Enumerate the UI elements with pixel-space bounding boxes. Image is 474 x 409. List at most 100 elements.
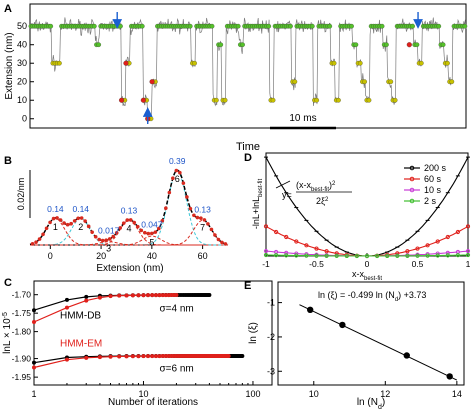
profile-marker bbox=[395, 253, 400, 259]
panel-c-ytick-label: -1.95 bbox=[12, 372, 32, 382]
legend-label: 200 s bbox=[424, 163, 447, 173]
panel-d-ylabel-text: -lnL+lnL bbox=[251, 197, 261, 229]
panel-e: E 10 12 14-1-2-3 ln (ξ) ln (Nd) ln (ξ) = -… bbox=[244, 280, 465, 409]
panel-a-ytick-label: 0 bbox=[22, 114, 27, 124]
state-point bbox=[462, 23, 468, 29]
profile-marker bbox=[445, 234, 450, 240]
histogram-point bbox=[135, 224, 140, 229]
panel-a-ylabel: Extension (nm) bbox=[4, 32, 15, 99]
state-point bbox=[218, 42, 224, 48]
histogram-point bbox=[118, 226, 123, 230]
histogram-point bbox=[178, 170, 182, 175]
red-state-point bbox=[406, 42, 412, 48]
histogram-point bbox=[104, 238, 108, 243]
panel-c-xtick-label: 1 bbox=[31, 389, 36, 399]
histogram-point bbox=[213, 233, 217, 237]
histogram-point bbox=[216, 237, 221, 242]
profile-marker bbox=[284, 250, 289, 255]
profile-marker bbox=[324, 253, 329, 258]
lnL-series-point bbox=[174, 293, 179, 298]
histogram-point bbox=[93, 234, 98, 239]
profile-marker bbox=[445, 253, 450, 258]
state-point bbox=[57, 60, 62, 66]
legend-marker bbox=[409, 198, 415, 204]
panel-d-ylabel: -lnL+lnLbest-fit bbox=[251, 179, 264, 230]
histogram-point bbox=[160, 218, 165, 223]
state-point bbox=[436, 23, 442, 29]
histogram-point bbox=[107, 237, 112, 241]
histogram-point bbox=[146, 231, 151, 236]
state-point bbox=[240, 42, 245, 48]
state-point bbox=[214, 97, 219, 103]
lnL-series-point bbox=[226, 353, 231, 358]
peak-number-label: 3 bbox=[106, 243, 111, 253]
profile-marker bbox=[304, 243, 309, 248]
panel-c-ytick-label: -1.80 bbox=[12, 327, 32, 337]
profile-marker bbox=[405, 249, 410, 254]
panel-a-ytick-label: 40 bbox=[17, 40, 27, 50]
lnL-series-point bbox=[117, 293, 122, 298]
red-state-point bbox=[119, 97, 125, 103]
panel-label-a: A bbox=[4, 3, 12, 15]
lnL-series-point bbox=[108, 354, 113, 359]
profile-marker bbox=[465, 248, 471, 254]
panel-label-c: C bbox=[4, 277, 12, 289]
eq-den-sup: 2 bbox=[325, 197, 329, 203]
histogram-point bbox=[51, 216, 56, 221]
lnL-series-point bbox=[136, 293, 141, 298]
state-point bbox=[187, 23, 193, 29]
lnL-series-point bbox=[124, 354, 129, 359]
fit-annotation-sub: d bbox=[395, 297, 398, 303]
panel-e-xlabel-sub: d bbox=[378, 404, 382, 409]
panel-c-ylabel-exp: -5 bbox=[2, 312, 9, 318]
histogram-point bbox=[69, 221, 73, 226]
eq-num-sub: best-fit bbox=[311, 187, 329, 193]
histogram-point bbox=[195, 215, 200, 220]
panel-e-ytick-label: -3 bbox=[267, 366, 275, 376]
histogram-point bbox=[157, 226, 161, 231]
lnL-series-point bbox=[32, 308, 36, 313]
profile-marker bbox=[445, 250, 450, 255]
legend-label: 60 s bbox=[424, 174, 442, 184]
histogram-point bbox=[188, 206, 193, 211]
data-point bbox=[339, 321, 346, 329]
panel-c-ytick-label: -1.70 bbox=[12, 290, 32, 300]
panel-e-ytick-label: -2 bbox=[267, 332, 275, 342]
histogram-point bbox=[185, 195, 189, 199]
histogram-point bbox=[121, 221, 126, 225]
state-point bbox=[235, 23, 241, 29]
profile-marker bbox=[415, 246, 420, 251]
profile-marker bbox=[294, 239, 299, 244]
histogram-point bbox=[125, 218, 130, 222]
state-point bbox=[418, 60, 424, 66]
panel-c-xtick-label: 100 bbox=[245, 389, 260, 399]
histogram-point bbox=[139, 228, 144, 233]
state-point bbox=[209, 23, 215, 29]
profile-marker bbox=[334, 253, 339, 259]
profile-marker bbox=[395, 251, 400, 256]
profile-marker bbox=[324, 249, 329, 254]
histogram-point bbox=[111, 234, 116, 239]
profile-marker bbox=[274, 229, 279, 235]
profile-marker bbox=[263, 252, 269, 258]
profile-marker bbox=[334, 251, 339, 256]
extension-trace bbox=[29, 17, 467, 122]
peak-weight-label: 0.13 bbox=[194, 205, 211, 215]
histogram-point bbox=[181, 181, 186, 185]
state-point bbox=[445, 60, 450, 66]
eq-den: 2ξ bbox=[316, 196, 325, 206]
eq-lhs: y= bbox=[282, 190, 292, 200]
histogram-point bbox=[34, 240, 38, 244]
lnL-series-point bbox=[240, 353, 245, 358]
state-point bbox=[91, 23, 97, 29]
state-point bbox=[379, 23, 385, 29]
panel-a-ytick-label: 10 bbox=[17, 95, 27, 105]
eq-denominator: 2ξ2 bbox=[316, 196, 329, 206]
lnL-series-point bbox=[64, 357, 69, 362]
panel-e-xlabel-close: ) bbox=[382, 397, 385, 408]
lnL-series-line bbox=[33, 294, 177, 323]
profile-marker bbox=[375, 253, 380, 259]
peak-number-label: 1 bbox=[53, 222, 58, 232]
lnL-series-point bbox=[84, 355, 89, 360]
panel-d-xtick-label: -1 bbox=[262, 259, 270, 269]
